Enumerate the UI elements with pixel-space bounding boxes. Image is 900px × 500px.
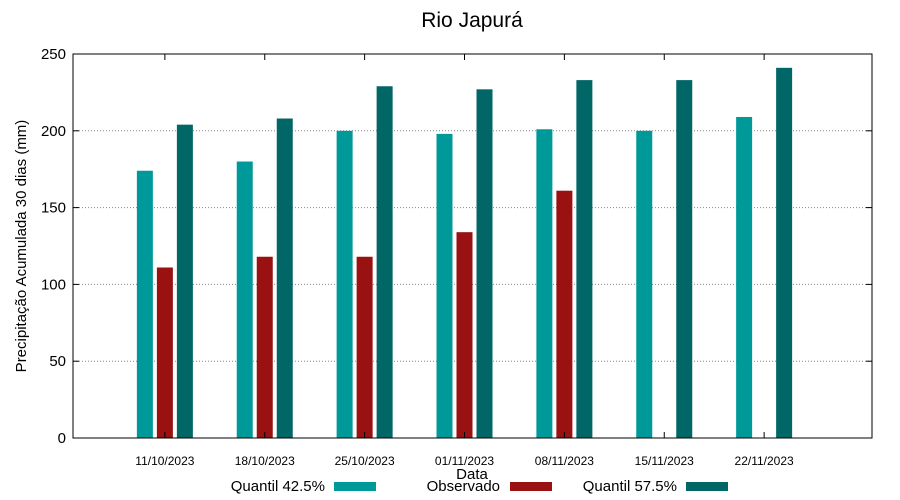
bar-quantil-42-5--0 xyxy=(136,170,153,438)
bar-quantil-42-5--6 xyxy=(736,116,753,438)
y-tick-label: 150 xyxy=(41,200,66,217)
y-axis-label: Precipitação Acumulada 30 dias (mm) xyxy=(13,120,30,373)
x-tick-label: 08/11/2023 xyxy=(535,454,594,468)
y-tick-label: 200 xyxy=(41,123,66,140)
bars xyxy=(136,67,793,439)
x-tick-label: 15/11/2023 xyxy=(635,454,694,468)
y-tick-label: 250 xyxy=(41,46,66,63)
legend-label-0: Quantil 42.5% xyxy=(231,478,325,495)
y-tick-label: 100 xyxy=(41,276,66,293)
bar-quantil-42-5--4 xyxy=(536,129,553,438)
chart-title: Rio Japurá xyxy=(421,9,523,32)
legend-swatch-1 xyxy=(510,482,552,491)
bar-quantil-57-5--1 xyxy=(276,118,293,439)
bar-quantil-57-5--4 xyxy=(576,80,593,438)
x-tick-label: 01/11/2023 xyxy=(435,454,494,468)
x-axis-label: Data xyxy=(456,466,488,483)
axis-ticks: 0 50 100 150 200 250 11/10/2023 18/10/2023 25/10… xyxy=(41,46,872,468)
bar-quantil-57-5--6 xyxy=(776,67,793,438)
legend-swatch-2 xyxy=(686,482,728,491)
bar-quantil-42-5--2 xyxy=(336,130,353,439)
bar-quantil-57-5--0 xyxy=(176,124,193,438)
legend-label-1: Observado xyxy=(427,478,500,495)
bar-quantil-57-5--2 xyxy=(376,86,393,439)
x-tick-label: 25/10/2023 xyxy=(335,454,395,468)
bar-observado-3 xyxy=(456,232,473,438)
bar-quantil-42-5--1 xyxy=(236,161,253,438)
bar-quantil-57-5--3 xyxy=(476,89,493,438)
bar-quantil-42-5--5 xyxy=(636,130,653,439)
bar-observado-4 xyxy=(556,190,573,438)
legend-swatch-0 xyxy=(334,482,376,491)
bar-quantil-42-5--3 xyxy=(436,133,453,438)
bar-observado-1 xyxy=(256,256,273,438)
x-tick-label: 11/10/2023 xyxy=(135,454,194,468)
x-tick-label: 22/11/2023 xyxy=(735,454,794,468)
plot-frame xyxy=(72,53,873,439)
legend-label-2: Quantil 57.5% xyxy=(583,478,677,495)
bar-observado-2 xyxy=(356,256,373,438)
bar-quantil-57-5--5 xyxy=(676,80,693,438)
y-tick-label: 0 xyxy=(58,430,66,447)
legend: Quantil 42.5% Observado Quantil 57.5% xyxy=(231,478,728,495)
bar-observado-0 xyxy=(156,267,173,438)
y-tick-label: 50 xyxy=(49,353,66,370)
x-tick-label: 18/10/2023 xyxy=(235,454,295,468)
